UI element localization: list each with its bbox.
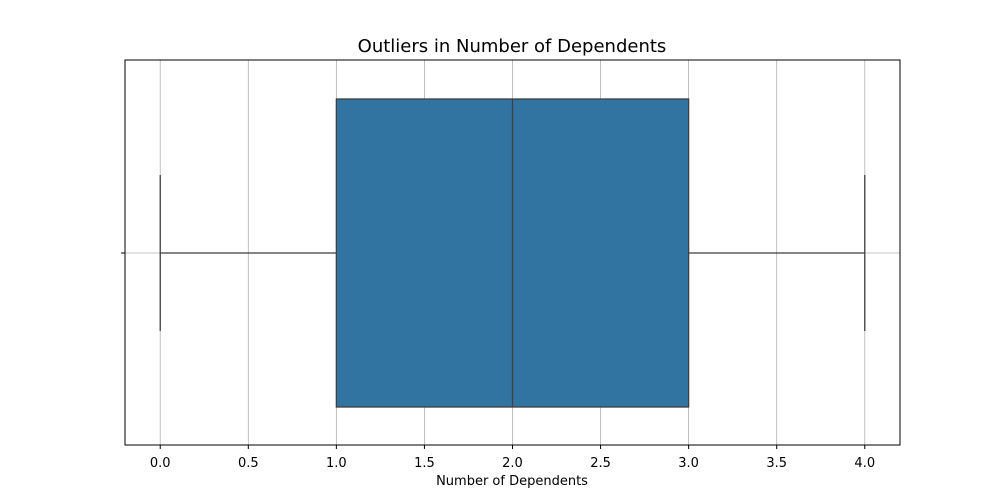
- x-tick-label: 3.5: [766, 456, 787, 471]
- x-tick-label: 4.0: [854, 456, 875, 471]
- x-tick-label: 0.5: [238, 456, 259, 471]
- x-tick-label: 2.0: [502, 456, 523, 471]
- x-tick-label: 2.5: [590, 456, 611, 471]
- x-axis-label: Number of Dependents: [436, 474, 588, 489]
- x-tick-label: 3.0: [678, 456, 699, 471]
- x-tick-label: 0.0: [150, 456, 171, 471]
- chart-title: Outliers in Number of Dependents: [358, 36, 667, 57]
- x-tick-label: 1.5: [414, 456, 435, 471]
- x-tick-label: 1.0: [326, 456, 347, 471]
- x-axis-ticks: 0.0 0.5 1.0 1.5 2.0 2.5 3.0 3.5 4.0: [150, 445, 875, 471]
- box-plot-marks: [159, 98, 866, 408]
